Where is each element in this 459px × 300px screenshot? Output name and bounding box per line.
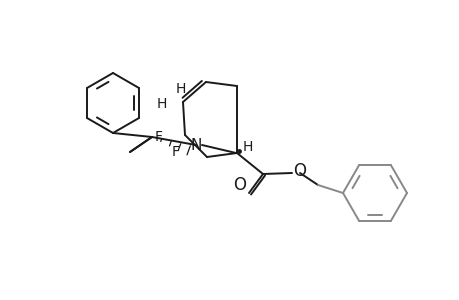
Text: O: O: [233, 176, 246, 194]
Text: F: F: [155, 130, 162, 144]
Text: H: H: [156, 97, 167, 111]
Text: H: H: [175, 82, 186, 96]
Text: O: O: [292, 162, 305, 180]
Text: N: N: [190, 137, 201, 152]
Text: F: F: [172, 145, 179, 159]
Text: H: H: [242, 140, 253, 154]
